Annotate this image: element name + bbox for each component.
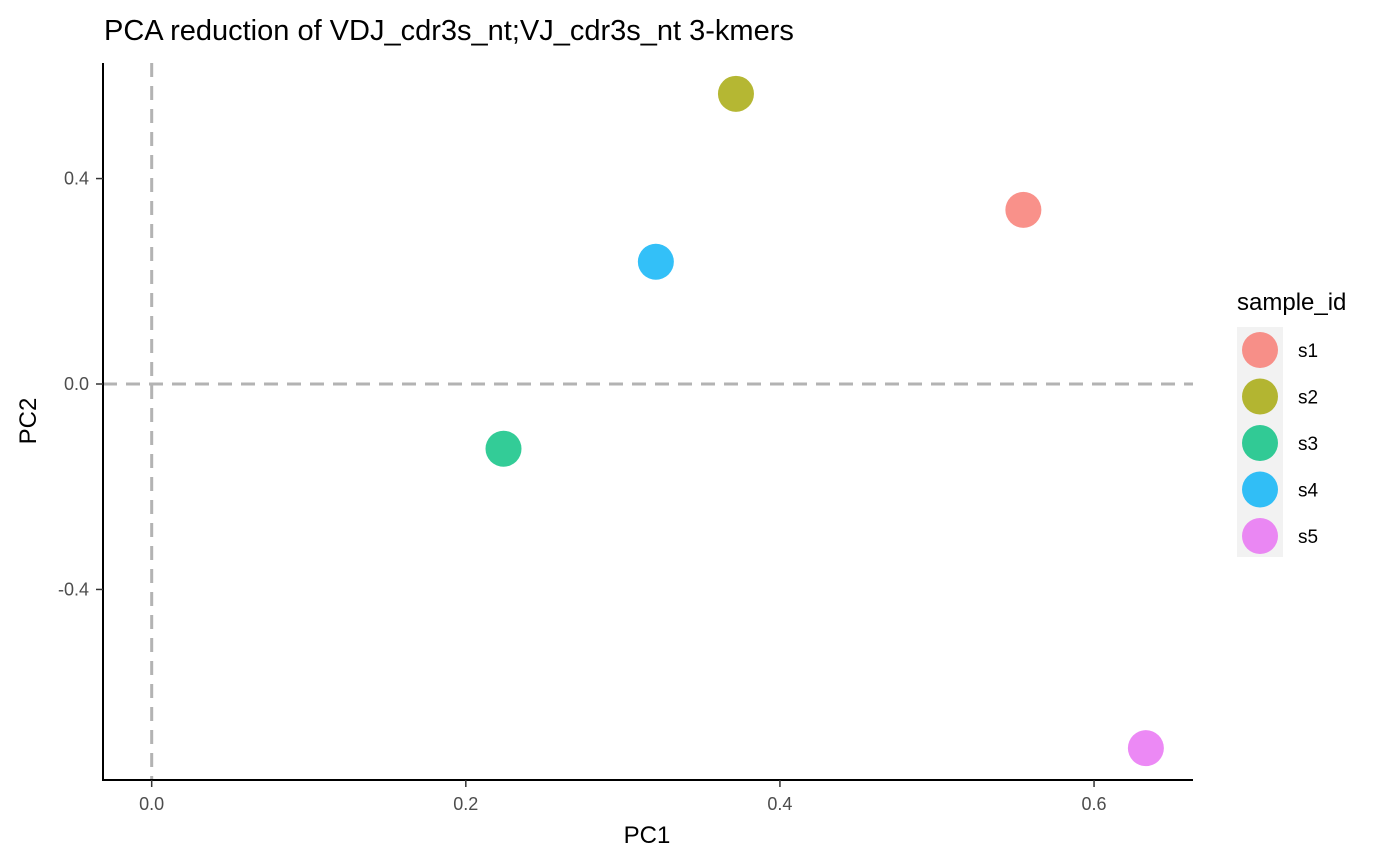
y-axis-title: PC2 xyxy=(15,398,42,445)
plot-area xyxy=(103,63,1193,780)
legend-title: sample_id xyxy=(1237,289,1346,316)
y-tick-label: 0.0 xyxy=(64,374,89,394)
x-tick-label: 0.0 xyxy=(139,794,164,814)
point-s5 xyxy=(1127,730,1164,767)
legend-label-s5: s5 xyxy=(1298,527,1318,548)
legend-items: s1 s2 s3 s4 s5 xyxy=(1242,332,1319,554)
point-s1 xyxy=(1005,191,1042,228)
legend-label-s3: s3 xyxy=(1298,434,1318,455)
legend-label-s1: s1 xyxy=(1298,341,1318,362)
legend-key-s5 xyxy=(1242,518,1278,554)
legend-label-s4: s4 xyxy=(1298,481,1319,502)
y-tick-label: 0.4 xyxy=(64,169,89,189)
point-s4 xyxy=(637,243,674,280)
x-tick-label: 0.4 xyxy=(767,794,792,814)
legend-label-s2: s2 xyxy=(1298,388,1318,409)
legend-key-s2 xyxy=(1242,378,1278,415)
legend-key-s4 xyxy=(1242,471,1278,508)
axes: 0.0 0.2 0.4 0.6 0.4 0.0 -0.4 xyxy=(58,63,1193,814)
legend: sample_id s1 s2 s3 s4 s5 xyxy=(1237,289,1346,557)
legend-key-s3 xyxy=(1242,425,1278,461)
x-tick-label: 0.2 xyxy=(453,794,478,814)
y-tick-label: -0.4 xyxy=(58,579,89,599)
point-s2 xyxy=(717,75,754,112)
point-s3 xyxy=(485,430,522,467)
legend-key-s1 xyxy=(1242,332,1278,368)
x-tick-label: 0.6 xyxy=(1082,794,1107,814)
x-axis-title: PC1 xyxy=(624,822,671,849)
chart-title: PCA reduction of VDJ_cdr3s_nt;VJ_cdr3s_n… xyxy=(104,15,794,47)
